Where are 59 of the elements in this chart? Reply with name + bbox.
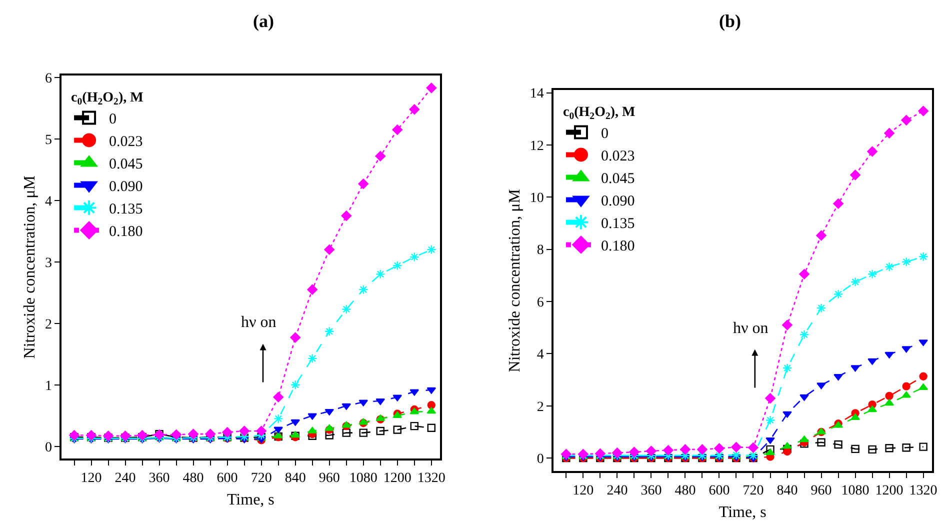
x-tick-label: 360 <box>148 471 170 486</box>
legend-label: 0.023 <box>600 148 635 165</box>
x-tick-label: 120 <box>572 484 594 499</box>
x-tick-label: 1200 <box>383 471 412 486</box>
legend-label: 0 <box>109 112 117 128</box>
x-tick-label: 1080 <box>349 471 378 486</box>
x-tick-label: 120 <box>80 471 102 486</box>
legend-label: 0 <box>600 126 608 142</box>
legend-label: 0.135 <box>109 202 143 218</box>
x-tick-label: 720 <box>250 471 272 486</box>
y-tick-label: 3 <box>44 256 52 271</box>
x-tick-label: 1200 <box>875 484 904 499</box>
y-tick-label: 4 <box>536 348 544 363</box>
x-tick-label: 1320 <box>417 471 446 486</box>
x-tick-label: 840 <box>284 471 306 486</box>
x-tick-label: 240 <box>114 471 136 486</box>
y-tick-label: 0 <box>536 452 544 467</box>
y-tick-label: 1 <box>44 378 52 394</box>
y-tick-label: 2 <box>536 400 544 415</box>
annotation: hν on <box>733 320 768 337</box>
x-tick-label: 720 <box>742 484 764 499</box>
x-tick-label: 960 <box>318 471 340 486</box>
legend-title: c$_{0}$(H$_{2}$O$_{2}$), M <box>71 90 144 108</box>
x-axis-title: Time, s <box>226 491 274 508</box>
chart-title: (b) <box>719 11 742 31</box>
y-axis-title: Nitroxide concentration, μM <box>506 189 524 372</box>
x-tick-label: 1080 <box>841 484 870 499</box>
legend-title: c$_{0}$(H$_{2}$O$_{2}$), M <box>562 104 636 122</box>
legend-label: 0.045 <box>600 171 635 188</box>
legend-label: 0.180 <box>600 238 635 255</box>
legend-label: 0.135 <box>600 216 635 232</box>
x-tick-label: 960 <box>810 484 832 499</box>
legend-label: 0.090 <box>600 194 635 210</box>
x-tick-label: 1320 <box>909 484 938 499</box>
x-axis-title: Time, s <box>718 504 766 521</box>
x-tick-label: 240 <box>606 484 628 499</box>
y-tick-label: 6 <box>536 295 544 310</box>
y-axis-title: Nitroxide concentration, μM <box>21 176 38 359</box>
y-tick-label: 8 <box>536 243 544 258</box>
annotation: hν on <box>241 314 276 331</box>
y-tick-label: 5 <box>44 132 52 148</box>
chart-title: (a) <box>253 11 274 31</box>
x-tick-label: 480 <box>674 484 696 499</box>
x-tick-label: 360 <box>640 484 662 499</box>
legend-label: 0.180 <box>109 224 143 240</box>
x-tick-label: 600 <box>216 471 238 486</box>
legend-label: 0.045 <box>109 156 143 173</box>
y-tick-label: 0 <box>44 440 52 456</box>
y-tick-label: 4 <box>44 194 52 210</box>
y-tick-label: 14 <box>530 86 544 102</box>
x-tick-label: 600 <box>708 484 730 499</box>
x-tick-label: 480 <box>182 471 204 486</box>
y-tick-label: 2 <box>44 317 52 332</box>
x-tick-label: 840 <box>776 484 798 499</box>
legend-label: 0.023 <box>109 134 143 150</box>
y-tick-label: 6 <box>44 71 52 86</box>
y-tick-label: 10 <box>530 191 544 206</box>
legend-label: 0.090 <box>109 179 143 196</box>
y-tick-label: 12 <box>530 138 544 154</box>
